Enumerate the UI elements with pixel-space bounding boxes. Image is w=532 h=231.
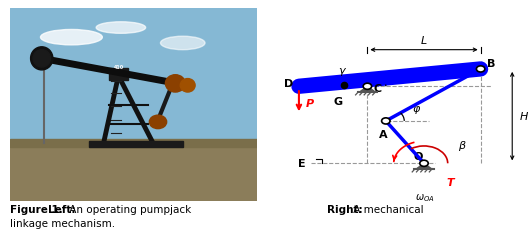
Text: $\omega_{OA}$: $\omega_{OA}$ (415, 191, 435, 203)
Bar (10, 140, 257, 147)
Ellipse shape (165, 75, 185, 93)
Ellipse shape (33, 50, 51, 68)
Text: T: T (446, 177, 454, 187)
Ellipse shape (149, 116, 167, 129)
Text: linkage mechanism.: linkage mechanism. (10, 218, 115, 228)
Circle shape (363, 84, 371, 90)
Text: γ: γ (338, 65, 344, 75)
Text: A: A (379, 129, 387, 139)
Polygon shape (417, 164, 431, 169)
Text: β: β (458, 140, 466, 150)
Ellipse shape (40, 30, 102, 46)
Text: 410: 410 (113, 64, 123, 69)
Ellipse shape (180, 79, 195, 93)
Bar (10, 9, 257, 143)
Text: φ: φ (412, 104, 420, 114)
Text: E: E (298, 159, 305, 169)
Text: P: P (305, 98, 314, 108)
Polygon shape (360, 87, 375, 92)
Ellipse shape (161, 37, 205, 50)
Text: L: L (421, 36, 427, 46)
Text: Right:: Right: (327, 204, 363, 214)
Text: G: G (334, 97, 343, 106)
Circle shape (477, 67, 485, 73)
Circle shape (420, 161, 428, 167)
Text: Figure 1.: Figure 1. (10, 204, 66, 214)
Bar (109, 69, 128, 80)
Text: B: B (487, 59, 496, 69)
Bar (89, 142, 183, 147)
Bar (10, 143, 257, 201)
Text: H: H (520, 112, 528, 122)
Ellipse shape (96, 23, 146, 34)
Text: O: O (413, 152, 423, 162)
Text: C: C (374, 84, 382, 94)
Circle shape (381, 118, 390, 125)
Text: A mechanical: A mechanical (350, 204, 423, 214)
Text: An operating pumpjack: An operating pumpjack (66, 204, 192, 214)
Ellipse shape (31, 48, 53, 71)
Text: Left:: Left: (48, 204, 76, 214)
Text: D: D (285, 79, 294, 89)
